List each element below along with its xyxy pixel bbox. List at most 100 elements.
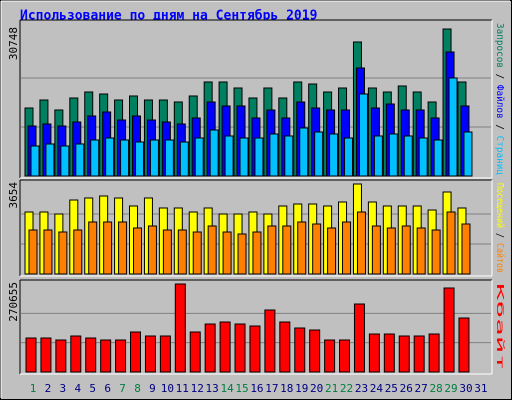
bar [358,93,368,177]
bar [144,335,156,373]
bar [174,283,186,373]
x-tick-label: 1 [30,382,37,395]
bar [443,287,455,373]
bar [339,339,351,373]
bar [398,335,410,373]
x-tick-label: 28 [429,382,442,395]
x-tick-label: 21 [325,382,338,395]
bar [159,335,171,373]
legend-separator: / [494,228,505,243]
legend: Кбайт [494,283,506,371]
bar [55,339,67,373]
bar [88,221,98,275]
x-tick-label: 27 [415,382,428,395]
bar [149,139,159,177]
x-tick-label: 6 [104,382,111,395]
bar [115,339,127,373]
x-tick-label: 25 [385,382,398,395]
bar [284,135,294,177]
bar [297,221,307,275]
bar [70,335,82,373]
bar [463,131,473,177]
bar [179,141,189,177]
legend-separator: / [494,119,505,136]
x-tick-label: 2 [45,382,52,395]
bar [58,231,68,275]
legend: Посещений / Сайтов [494,183,506,273]
bar [234,323,246,373]
bar [309,329,321,373]
bar [418,137,428,177]
legend-entry: Файлов [494,85,506,119]
bar [461,223,471,275]
bar [433,139,443,177]
bar [342,221,352,275]
bar [224,135,234,177]
bar [192,231,202,275]
bar [416,227,426,275]
bar [446,211,456,275]
bar [147,225,157,275]
x-tick-label: 19 [295,382,308,395]
legend-separator: / [494,68,505,85]
x-tick-label: 13 [206,382,219,395]
x-tick-label: 26 [400,382,413,395]
bar [373,135,383,177]
bar [222,231,232,275]
y-tick-label: 3654 [7,182,20,209]
x-tick-label: 30 [459,382,472,395]
y-tick-label: 270655 [7,282,20,322]
bar [60,145,70,177]
bar [269,133,279,177]
bar [164,139,174,177]
bar [28,229,38,275]
bar [133,227,143,275]
bar [312,223,322,275]
legend-entry: Страниц [494,136,505,175]
bar [219,321,231,373]
bar [448,77,458,177]
legend-entry: Запросов [494,23,505,68]
bar [329,133,339,177]
bar [25,337,37,373]
bar [431,229,441,275]
x-tick-label: 7 [119,382,126,395]
bar [383,333,395,373]
bar [314,131,324,177]
x-tick-label: 8 [134,382,141,395]
bar [401,225,411,275]
bar [90,139,100,177]
bar [344,137,354,177]
bar [207,225,217,275]
legend-entry: Кбайт [494,283,506,371]
x-tick-label: 4 [74,382,81,395]
bar [254,137,264,177]
bar [388,133,398,177]
bar [75,143,85,177]
x-tick-label: 20 [310,382,323,395]
x-tick-label: 31 [474,382,487,395]
x-tick-label: 11 [176,382,189,395]
bar [267,225,277,275]
bar [264,309,276,373]
bar [189,331,201,373]
x-tick-label: 5 [89,382,96,395]
bar [458,317,470,373]
legend: Запросов / Файлов / Страниц [494,23,506,175]
bar [403,135,413,177]
bar [371,225,381,275]
x-tick-label: 3 [60,382,67,395]
x-tick-label: 29 [444,382,457,395]
bar [239,137,249,177]
x-tick-label: 24 [370,382,384,395]
bar [324,339,336,373]
bar [40,337,52,373]
x-tick-label: 9 [149,382,156,395]
bar [252,231,262,275]
bar [237,233,247,275]
bar [194,137,204,177]
x-tick-label: 22 [340,382,353,395]
bar [105,137,115,177]
bar [368,333,380,373]
